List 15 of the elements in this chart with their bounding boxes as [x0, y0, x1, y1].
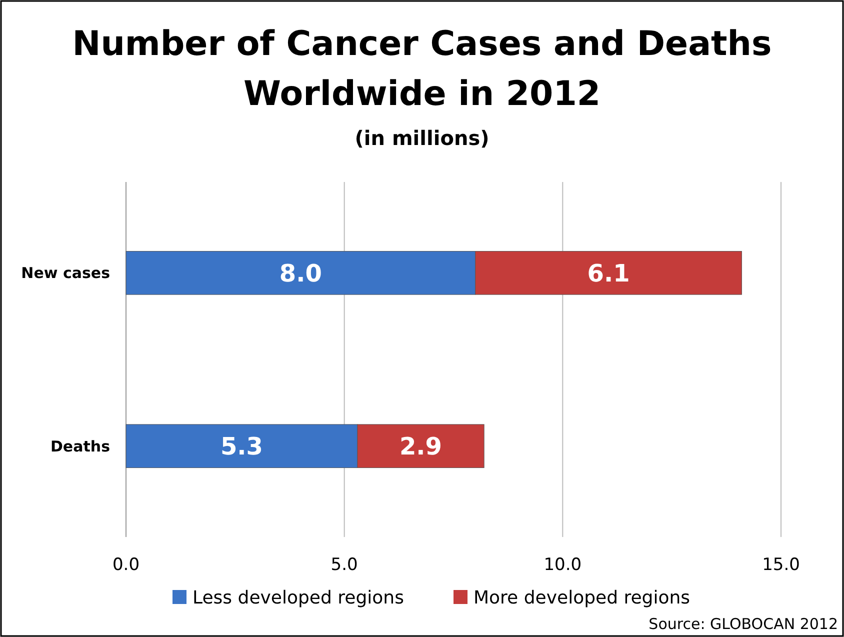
y-tick-label: Deaths	[50, 437, 110, 456]
chart-title: Number of Cancer Cases and Deaths Worldwide in 2012	[72, 24, 772, 114]
data-label: 8.0	[279, 259, 322, 288]
x-tick-label: 0.0	[112, 555, 140, 575]
x-tick-label: 5.0	[330, 555, 358, 575]
data-label: 5.3	[220, 432, 263, 460]
data-label: 6.1	[587, 259, 630, 288]
x-tick-label: 10.0	[544, 555, 582, 575]
legend-label: More developed regions	[474, 587, 690, 608]
data-label: 2.9	[399, 432, 442, 460]
source-note: Source: GLOBOCAN 2012	[648, 615, 838, 633]
legend-label: Less developed regions	[192, 587, 404, 608]
chart-subtitle: (in millions)	[354, 126, 490, 150]
y-tick-label: New cases	[21, 264, 110, 282]
x-tick-label: 15.0	[762, 555, 800, 575]
